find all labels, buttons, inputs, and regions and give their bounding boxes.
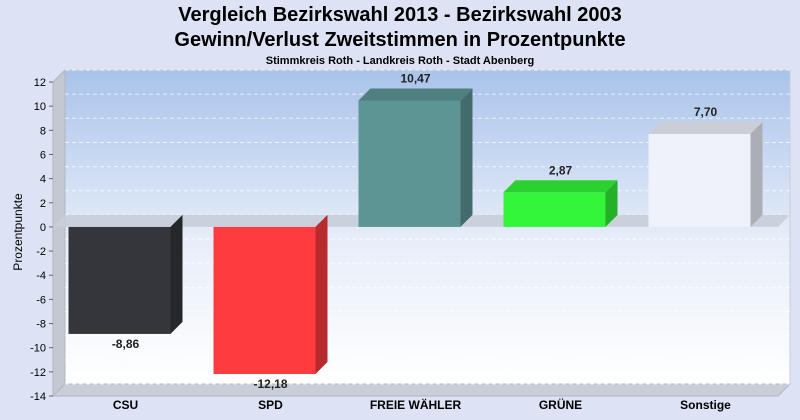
y-tick-label: -10 bbox=[30, 343, 46, 355]
y-tick-label: 4 bbox=[40, 174, 46, 186]
bar-Sonstige bbox=[648, 133, 751, 227]
y-tick-label: -8 bbox=[36, 319, 46, 331]
y-tick-label: -4 bbox=[36, 270, 46, 282]
x-tick-label: CSU bbox=[113, 398, 138, 412]
y-tick-label: -6 bbox=[36, 294, 46, 306]
bars bbox=[68, 88, 763, 375]
bar-side bbox=[750, 121, 763, 227]
bar-side bbox=[605, 180, 618, 227]
value-labels: -8,86 -12,18 10,47 2,87 7,70 bbox=[112, 71, 718, 391]
y-tick-label: -12 bbox=[30, 367, 46, 379]
y-tick-label: 12 bbox=[34, 77, 46, 89]
bar-top bbox=[503, 180, 618, 193]
bar-top bbox=[648, 121, 763, 134]
x-tick-label: SPD bbox=[258, 398, 283, 412]
x-axis-labels: CSU SPD FREIE WÄHLER GRÜNE Sonstige bbox=[113, 397, 731, 412]
value-label: 10,47 bbox=[400, 71, 430, 85]
bar-CSU bbox=[68, 226, 171, 334]
floor bbox=[51, 383, 792, 397]
y-axis-label: Prozentpunkte bbox=[11, 193, 25, 271]
y-tick-label: 10 bbox=[34, 101, 46, 113]
x-tick-label: FREIE WÄHLER bbox=[370, 397, 462, 412]
bar-top bbox=[358, 88, 473, 101]
bar-GRÜNE bbox=[503, 192, 606, 227]
bar-side bbox=[315, 214, 328, 375]
chart-title: Vergleich Bezirkswahl 2013 - Bezirkswahl… bbox=[178, 4, 622, 26]
y-tick-label: -2 bbox=[36, 246, 46, 258]
value-label: -8,86 bbox=[112, 337, 140, 351]
y-tick-label: 2 bbox=[40, 198, 46, 210]
y-tick-label: 6 bbox=[40, 149, 46, 161]
value-label: -12,18 bbox=[253, 377, 287, 391]
x-tick-label: GRÜNE bbox=[539, 397, 582, 412]
y-tick-label: 0 bbox=[40, 222, 46, 234]
value-label: 2,87 bbox=[549, 163, 573, 177]
chart-subtitle: Gewinn/Verlust Zweitstimmen in Prozentpu… bbox=[174, 29, 626, 51]
bar-SPD bbox=[213, 226, 316, 375]
y-axis-ticks: 12 10 8 6 4 2 0 -2 -4 -6 -8 -10 -12 -14 bbox=[30, 77, 53, 403]
chart-region-subtitle: Stimmkreis Roth - Landkreis Roth - Stadt… bbox=[265, 55, 535, 67]
y-tick-label: -14 bbox=[30, 391, 46, 403]
bar-side bbox=[460, 88, 473, 227]
x-tick-label: Sonstige bbox=[680, 398, 731, 412]
bar-FREIE WÄHLER bbox=[358, 100, 461, 227]
value-label: 7,70 bbox=[694, 105, 718, 119]
y-tick-label: 8 bbox=[40, 125, 46, 137]
left-wall bbox=[52, 68, 66, 398]
bar-side bbox=[170, 214, 183, 334]
